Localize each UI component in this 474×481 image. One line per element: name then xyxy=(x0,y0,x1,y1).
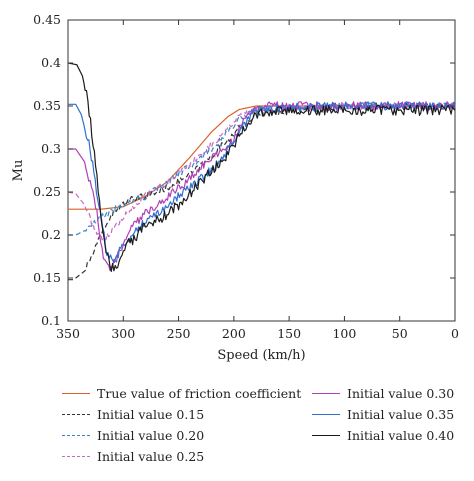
plot-area xyxy=(67,19,456,322)
legend-label: Initial value 0.40 xyxy=(347,428,455,443)
series-line-6 xyxy=(68,101,456,263)
legend-label: True value of friction coefficient xyxy=(97,386,302,401)
legend-swatch xyxy=(62,456,90,457)
y-axis-label: Mu xyxy=(11,160,26,182)
series-line-3 xyxy=(68,102,456,236)
x-tick-label: 350 xyxy=(56,326,80,341)
legend-label: Initial value 0.15 xyxy=(97,407,205,422)
legend-swatch xyxy=(62,414,90,415)
legend-swatch xyxy=(312,435,340,436)
y-tick-label: 0.45 xyxy=(33,12,61,27)
legend-item: Initial value 0.40 xyxy=(312,428,454,443)
series-line-1 xyxy=(68,105,455,210)
y-tick-label: 0.15 xyxy=(33,270,61,285)
legend-label: Initial value 0.20 xyxy=(97,428,205,443)
x-tick-label: 150 xyxy=(277,326,301,341)
series-line-2 xyxy=(68,102,456,281)
legend-item: Initial value 0.35 xyxy=(312,407,454,422)
legend-swatch xyxy=(312,414,340,415)
x-tick-label: 50 xyxy=(392,326,408,341)
x-tick-label: 300 xyxy=(111,326,135,341)
legend-swatch xyxy=(312,393,340,394)
legend-label: Initial value 0.25 xyxy=(97,449,205,464)
legend-swatch xyxy=(62,435,90,436)
legend-item: Initial value 0.30 xyxy=(312,386,454,401)
x-tick-label: 250 xyxy=(167,326,191,341)
x-tick-label: 0 xyxy=(451,326,459,341)
series-lines xyxy=(67,62,456,281)
y-tick-label: 0.25 xyxy=(33,184,61,199)
legend-item: Initial value 0.20 xyxy=(62,428,204,443)
legend-item: Initial value 0.15 xyxy=(62,407,204,422)
legend-label: Initial value 0.35 xyxy=(347,407,455,422)
legend-item: Initial value 0.25 xyxy=(62,449,204,464)
y-tick-label: 0.4 xyxy=(41,55,61,70)
series-line-7 xyxy=(67,62,456,272)
series-line-4 xyxy=(67,101,456,241)
x-tick-label: 200 xyxy=(222,326,246,341)
y-tick-label: 0.2 xyxy=(41,227,61,242)
chart-legend: True value of friction coefficient Initia… xyxy=(62,386,462,476)
y-tick-label: 0.3 xyxy=(41,141,61,156)
axis-ticks: 350 300 250 200 150 100 50 0 0.1 0.15 0.2 0.25 0.3 0.… xyxy=(33,12,459,341)
x-tick-label: 100 xyxy=(332,326,356,341)
y-tick-label: 0.35 xyxy=(33,98,61,113)
legend-swatch xyxy=(62,393,90,394)
plot-border xyxy=(67,19,456,322)
legend-label: Initial value 0.30 xyxy=(347,386,455,401)
x-axis-label: Speed (km/h) xyxy=(217,348,305,363)
legend-item: True value of friction coefficient xyxy=(62,386,301,401)
y-tick-label: 0.1 xyxy=(41,313,61,328)
